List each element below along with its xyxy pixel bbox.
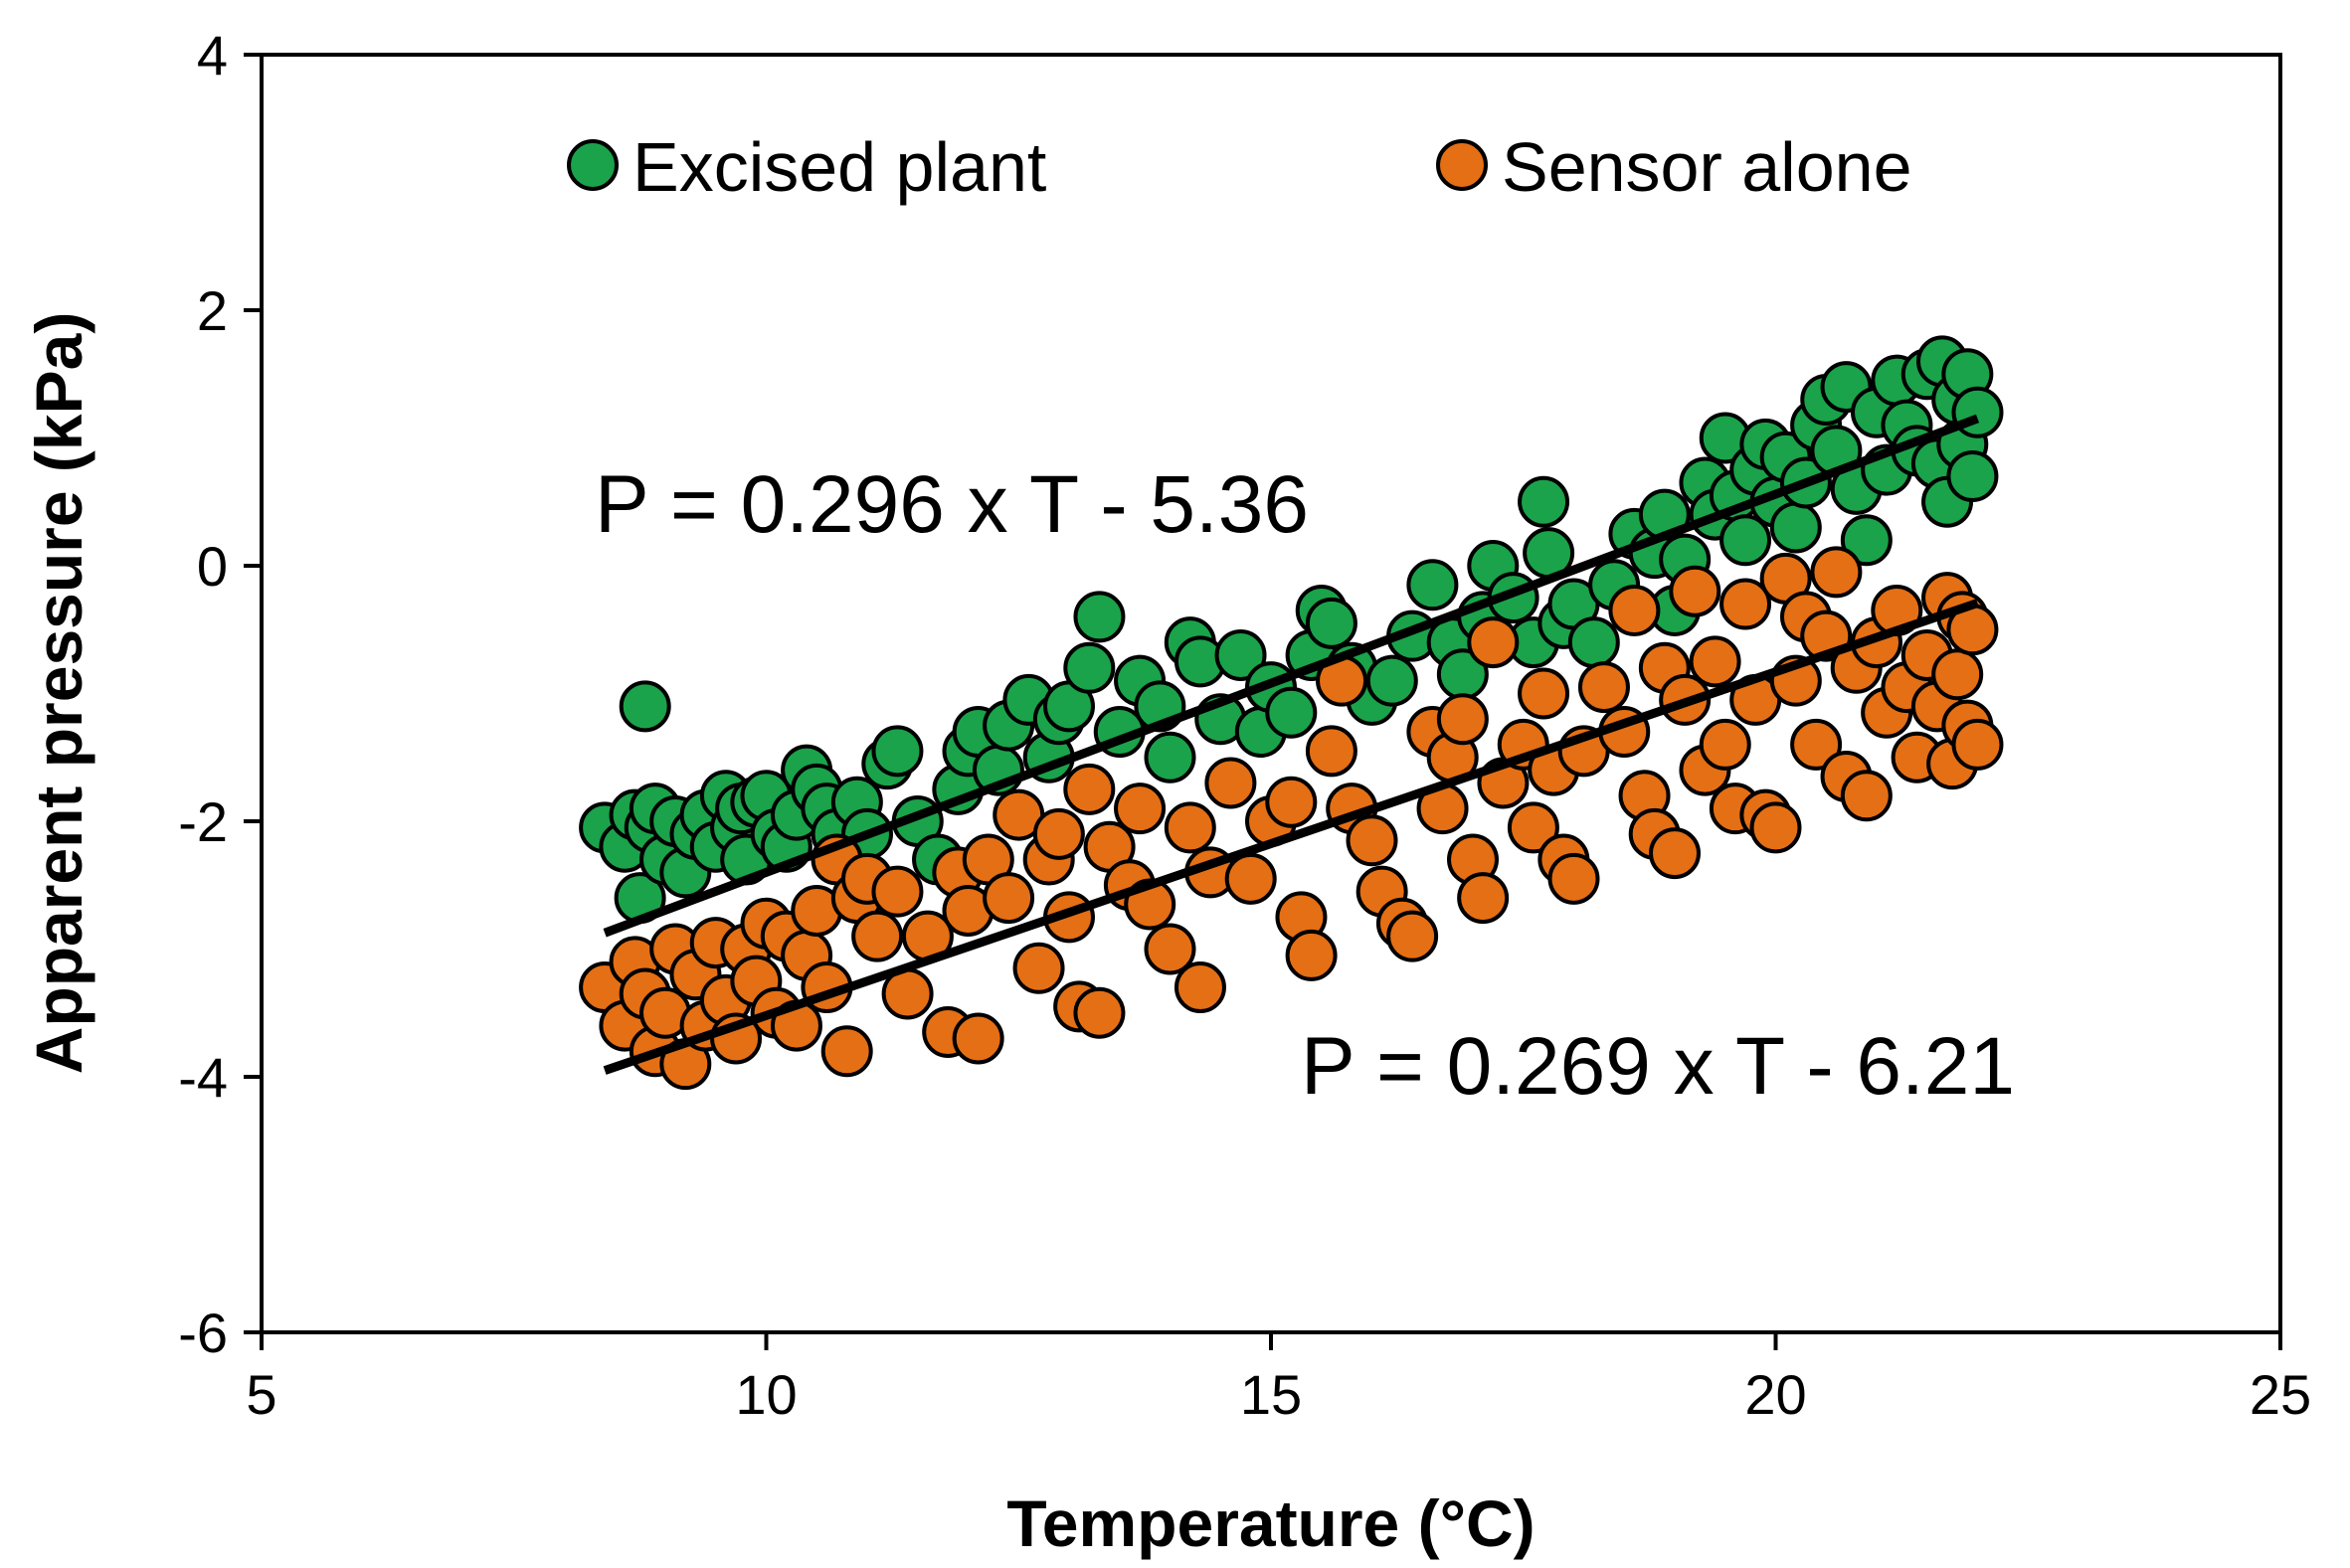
data-point-excised-plant	[1840, 514, 1893, 567]
data-point-excised-plant	[1769, 501, 1822, 554]
data-point-excised-plant	[1063, 641, 1116, 694]
x-tick-label: 5	[246, 1363, 276, 1426]
data-point-sensor-alone	[1547, 852, 1600, 905]
data-point-sensor-alone	[952, 1012, 1004, 1065]
data-point-sensor-alone	[1689, 635, 1741, 688]
data-point-excised-plant	[619, 680, 671, 733]
data-point-excised-plant	[1365, 654, 1418, 707]
data-point-sensor-alone	[983, 872, 1035, 925]
data-point-sensor-alone	[1457, 872, 1510, 925]
x-tick-label: 10	[735, 1363, 797, 1426]
data-point-sensor-alone	[1285, 929, 1338, 981]
y-tick-label: 2	[197, 279, 228, 342]
data-point-sensor-alone	[1577, 661, 1630, 714]
data-point-excised-plant	[1567, 616, 1620, 669]
data-point-sensor-alone	[851, 910, 904, 962]
data-point-excised-plant	[1214, 628, 1267, 681]
y-tick-label: 4	[197, 24, 228, 87]
scatter-points	[579, 335, 2004, 1091]
data-point-sensor-alone	[1386, 910, 1439, 962]
data-point-sensor-alone	[1144, 923, 1196, 975]
legend-label-excised-plant: Excised plant	[633, 128, 1046, 206]
data-point-sensor-alone	[1518, 667, 1570, 720]
data-point-excised-plant	[1265, 686, 1318, 739]
y-tick-label: -4	[178, 1046, 228, 1109]
data-point-sensor-alone	[1669, 565, 1721, 617]
data-point-excised-plant	[1144, 731, 1196, 784]
data-point-sensor-alone	[1608, 584, 1661, 636]
data-point-excised-plant	[1719, 514, 1772, 567]
data-point-sensor-alone	[1346, 814, 1398, 867]
fit-equation-sensor-alone: P = 0.269 x T - 6.21	[1301, 1021, 2015, 1112]
fit-lines	[603, 414, 1980, 1075]
data-point-sensor-alone	[1840, 770, 1893, 822]
data-point-sensor-alone	[1749, 801, 1802, 854]
data-point-sensor-alone	[1164, 801, 1216, 854]
data-point-sensor-alone	[820, 1025, 873, 1078]
data-point-excised-plant	[1946, 450, 1999, 503]
data-point-excised-plant	[1518, 475, 1570, 528]
y-tick-label: 0	[197, 535, 228, 598]
data-point-sensor-alone	[1810, 546, 1863, 599]
x-tick-label: 20	[1744, 1363, 1806, 1426]
data-point-sensor-alone	[1114, 783, 1167, 835]
data-point-sensor-alone	[1719, 578, 1772, 630]
x-tick-label: 15	[1240, 1363, 1302, 1426]
fit-equation-excised-plant: P = 0.296 x T - 5.36	[595, 459, 1309, 550]
legend-label-sensor-alone: Sensor alone	[1502, 128, 1912, 206]
data-point-sensor-alone	[1467, 616, 1520, 669]
x-axis-title: Temperature (°C)	[1006, 1486, 1535, 1560]
data-point-sensor-alone	[1305, 725, 1357, 778]
data-point-sensor-alone	[1032, 807, 1085, 860]
x-tick-label: 25	[2250, 1363, 2311, 1426]
y-tick-label: -6	[178, 1302, 228, 1364]
data-point-sensor-alone	[1507, 801, 1559, 854]
data-point-sensor-alone	[1073, 986, 1126, 1039]
legend-marker-excised-plant	[567, 139, 619, 191]
data-point-excised-plant	[1073, 591, 1126, 643]
data-point-sensor-alone	[1012, 942, 1065, 994]
fit-line-excised-plant	[603, 414, 1980, 938]
y-axis-title: Apparent pressure (kPa)	[22, 312, 95, 1075]
legend: Excised plant Sensor alone	[567, 128, 1912, 206]
data-point-sensor-alone	[1224, 852, 1277, 905]
data-point-sensor-alone	[1699, 718, 1751, 771]
data-point-sensor-alone	[1790, 718, 1843, 771]
fit-line-sensor-alone	[603, 599, 1979, 1075]
data-point-sensor-alone	[871, 865, 924, 918]
legend-marker-sensor-alone	[1436, 139, 1488, 191]
data-point-sensor-alone	[1951, 718, 2004, 771]
data-point-excised-plant	[1406, 559, 1459, 611]
data-point-sensor-alone	[1174, 961, 1226, 1014]
data-point-sensor-alone	[1649, 827, 1701, 880]
data-point-sensor-alone	[1931, 648, 1984, 701]
data-point-sensor-alone	[1436, 693, 1489, 746]
data-point-sensor-alone	[1265, 776, 1318, 828]
data-point-sensor-alone	[1063, 763, 1116, 815]
data-point-sensor-alone	[1204, 757, 1257, 809]
data-point-excised-plant	[871, 725, 924, 778]
y-tick-label: -2	[178, 790, 228, 853]
data-point-excised-plant	[1305, 597, 1357, 649]
